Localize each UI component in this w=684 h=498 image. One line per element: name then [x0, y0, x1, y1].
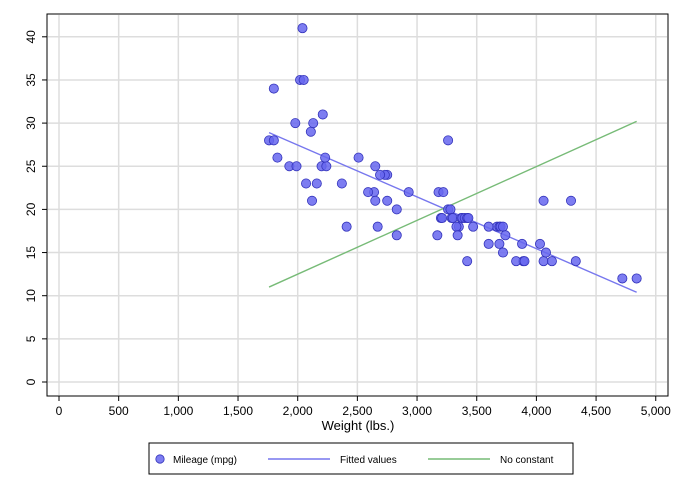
data-point: [538, 195, 549, 206]
x-tick-label: 5,000: [641, 404, 671, 418]
data-point: [268, 83, 279, 94]
data-point: [617, 273, 628, 284]
data-point: [290, 118, 301, 129]
grid-lines: [48, 15, 667, 395]
data-point: [297, 23, 308, 34]
data-point: [511, 256, 522, 267]
data-point: [500, 230, 511, 241]
data-point: [540, 247, 551, 258]
y-tick-label: 40: [24, 30, 38, 44]
data-point: [305, 126, 316, 137]
data-point: [301, 178, 312, 189]
data-point: [363, 187, 374, 198]
x-tick-label: 0: [56, 404, 63, 418]
legend-items: Mileage (mpg) Fitted values No constant: [155, 454, 554, 466]
data-point: [443, 135, 454, 146]
y-tick-label: 10: [24, 289, 38, 303]
data-point: [375, 169, 386, 180]
data-point: [391, 204, 402, 215]
x-tick-label: 4,500: [581, 404, 611, 418]
data-point: [268, 135, 279, 146]
y-tick-label: 0: [24, 378, 38, 385]
data-point: [631, 273, 642, 284]
y-tick-label: 5: [24, 335, 38, 342]
legend-box: [148, 442, 574, 475]
data-point: [517, 238, 528, 249]
data-point: [438, 187, 449, 198]
data-point: [370, 161, 381, 172]
data-point: [341, 221, 352, 232]
data-point: [483, 238, 494, 249]
y-tick-label: 35: [24, 73, 38, 87]
x-tick-label: 1,500: [223, 404, 253, 418]
data-point: [451, 221, 462, 232]
axes: 0 500 1,000 1,500 2,000 2,500 3,000 3,500 4,000 4…: [24, 30, 671, 418]
x-tick-label: 3,000: [402, 404, 432, 418]
data-point: [391, 230, 402, 241]
data-point: [320, 152, 331, 163]
data-point: [336, 178, 347, 189]
data-point: [432, 230, 443, 241]
data-point: [468, 221, 479, 232]
x-tick-label: 500: [109, 404, 129, 418]
x-tick-label: 1,000: [163, 404, 193, 418]
data-point: [483, 221, 494, 232]
data-point: [463, 213, 474, 224]
legend-label: Mileage (mpg): [173, 455, 237, 466]
data-point: [291, 161, 302, 172]
data-point: [566, 195, 577, 206]
data-point: [370, 195, 381, 206]
data-point: [353, 152, 364, 163]
data-point: [570, 256, 581, 267]
data-point: [437, 213, 448, 224]
y-tick-label: 30: [24, 116, 38, 130]
y-tick-label: 20: [24, 202, 38, 216]
data-point: [546, 256, 557, 267]
data-point: [382, 195, 393, 206]
x-tick-label: 2,500: [342, 404, 372, 418]
data-point: [403, 187, 414, 198]
y-tick-label: 25: [24, 159, 38, 173]
data-point: [298, 74, 309, 85]
data-point: [272, 152, 283, 163]
legend-label: Fitted values: [340, 455, 397, 466]
data-point: [452, 230, 463, 241]
no-constant-line: [268, 120, 637, 288]
data-point: [321, 161, 332, 172]
x-tick-label: 3,500: [462, 404, 492, 418]
data-point: [372, 221, 383, 232]
data-point: [534, 238, 545, 249]
data-point: [311, 178, 322, 189]
data-point: [445, 204, 456, 215]
legend-label: No constant: [500, 455, 554, 466]
data-point: [317, 109, 328, 120]
legend-marker-icon: [155, 454, 165, 464]
data-point: [462, 256, 473, 267]
series-layer: [264, 23, 642, 293]
data-point: [307, 195, 318, 206]
data-point: [538, 256, 549, 267]
data-point: [447, 213, 458, 224]
y-tick-label: 15: [24, 246, 38, 260]
data-point: [497, 221, 508, 232]
legend: Mileage (mpg) Fitted values No constant: [148, 442, 574, 475]
data-point: [494, 238, 505, 249]
data-point: [308, 118, 319, 129]
data-point: [519, 256, 530, 267]
data-point: [497, 247, 508, 258]
x-tick-label: 2,000: [283, 404, 313, 418]
x-tick-label: 4,000: [521, 404, 551, 418]
x-axis-title: Weight (lbs.): [322, 418, 395, 433]
